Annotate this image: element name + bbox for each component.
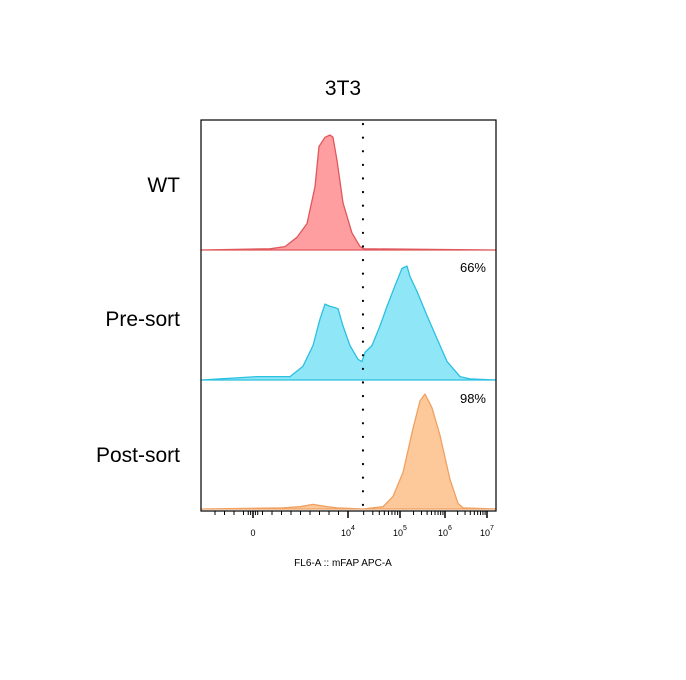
x-tick-label: 104 xyxy=(341,525,355,538)
plot-frame xyxy=(200,119,497,512)
x-axis-label: FL6-A :: mFAP APC-A xyxy=(294,558,392,569)
row-label: Post-sort xyxy=(96,444,180,467)
percent-annotation: 66% xyxy=(460,260,486,275)
x-axis-ticks xyxy=(214,511,488,518)
histogram-area xyxy=(200,265,497,381)
panel-post-sort: Post-sort 98% xyxy=(96,391,497,510)
panel-pre-sort: Pre-sort 66% xyxy=(105,260,497,381)
x-tick-label: 106 xyxy=(438,525,452,538)
row-label: Pre-sort xyxy=(105,308,180,331)
histogram-area xyxy=(200,134,497,251)
x-tick-label: 107 xyxy=(480,525,494,538)
x-tick-label: 105 xyxy=(393,525,407,538)
x-tick-label: 0 xyxy=(250,528,255,538)
percent-annotation: 98% xyxy=(460,391,486,406)
row-label: WT xyxy=(147,174,180,197)
chart-title: 3T3 xyxy=(325,77,361,100)
histogram-area xyxy=(200,393,497,510)
panel-wt: WT xyxy=(147,134,497,251)
